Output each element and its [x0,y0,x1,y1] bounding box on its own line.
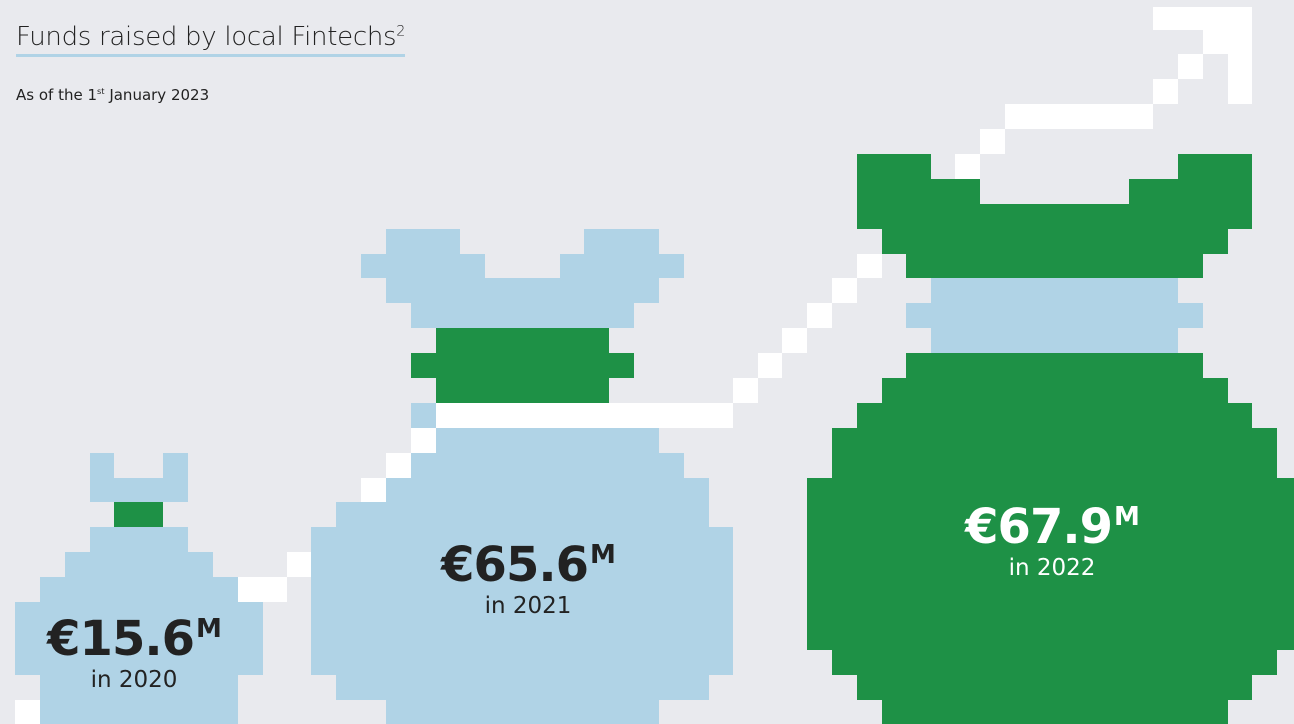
ordinal: st [97,86,105,96]
pixel [931,278,1178,303]
bag-small [15,453,263,724]
pixel [336,675,709,700]
pixel [832,278,857,303]
pixel [857,254,882,278]
pixel [1228,7,1252,104]
pixel [238,577,287,602]
pixel [906,303,1203,328]
pixel [882,700,1228,724]
pixel [90,478,188,502]
pixel [1153,79,1178,104]
subtitle-text: January 2023 [104,86,210,104]
pixel [411,403,436,428]
pixel [114,502,163,527]
amount-text: €67.9 [965,499,1113,555]
pixel [882,378,1228,403]
pixel [90,453,114,478]
pixel [411,303,634,328]
pixel [980,129,1005,154]
amount: €65.6M [408,528,648,592]
pixel [584,229,659,254]
pixel [906,353,1203,378]
pixel [857,179,980,204]
pixel [436,378,609,403]
subtitle: As of the 1st January 2023 [16,86,209,104]
bag-large [807,154,1294,724]
pixel [436,403,733,428]
pixel [560,254,684,278]
pixel [906,278,1203,353]
pixel [1153,7,1252,30]
pixel [832,428,1277,478]
pixel [411,428,436,453]
pixel [386,278,659,303]
subtitle-text: As of the 1 [16,86,97,104]
pixel [411,453,684,478]
pixel [807,303,832,328]
pixel [361,254,485,278]
pixel [90,527,188,552]
pixel [1178,154,1252,179]
pixel [906,254,1203,278]
footnote-mark: 2 [396,23,406,40]
pixel [40,675,238,724]
pixel [955,154,980,179]
pixel [758,353,782,378]
pixel [65,552,213,577]
pixel [782,328,807,353]
pixel [386,229,460,254]
pixel [15,602,263,675]
title: Funds raised by local Fintechs2 [16,22,405,57]
unit: M [1113,502,1140,532]
pixel [15,700,40,724]
pixel [733,378,758,403]
pixel [1005,104,1153,129]
label-2021: €65.6M in 2021 [408,528,648,620]
unit: M [195,614,222,644]
period: in 2021 [484,593,572,619]
pixel [386,700,659,724]
pixel [807,154,1294,724]
pixel [1203,30,1228,54]
amount-text: €65.6 [441,537,589,593]
pixel [411,328,634,403]
pixel [882,229,1228,254]
pixel [931,328,1178,353]
pixel [857,204,1252,229]
pixel [40,577,238,602]
bag-medium [311,229,733,724]
pixel [436,328,609,353]
pixel [311,527,733,675]
amount: €67.9M [932,490,1172,554]
pixel [411,353,634,378]
pixel [287,552,311,577]
pixel [1129,179,1252,204]
pixel [361,478,386,502]
pixel [386,453,411,478]
pixel [15,453,263,724]
pixel [857,675,1252,700]
pixel [386,478,709,502]
period: in 2022 [1008,555,1096,581]
pixel [163,453,188,478]
unit: M [589,540,616,570]
pixel [1178,54,1203,79]
pixel [807,478,1294,650]
pixel [857,403,1252,428]
pixel [436,428,659,453]
pixel [832,650,1277,675]
label-2020: €15.6M in 2020 [24,602,244,694]
pixel [336,502,709,527]
amount: €15.6M [24,602,244,666]
label-2022: €67.9M in 2022 [932,490,1172,582]
amount-text: €15.6 [47,611,195,667]
period: in 2020 [90,667,178,693]
title-text: Funds raised by local Fintechs [16,22,397,52]
pixel [311,229,733,724]
pixel [857,154,931,179]
